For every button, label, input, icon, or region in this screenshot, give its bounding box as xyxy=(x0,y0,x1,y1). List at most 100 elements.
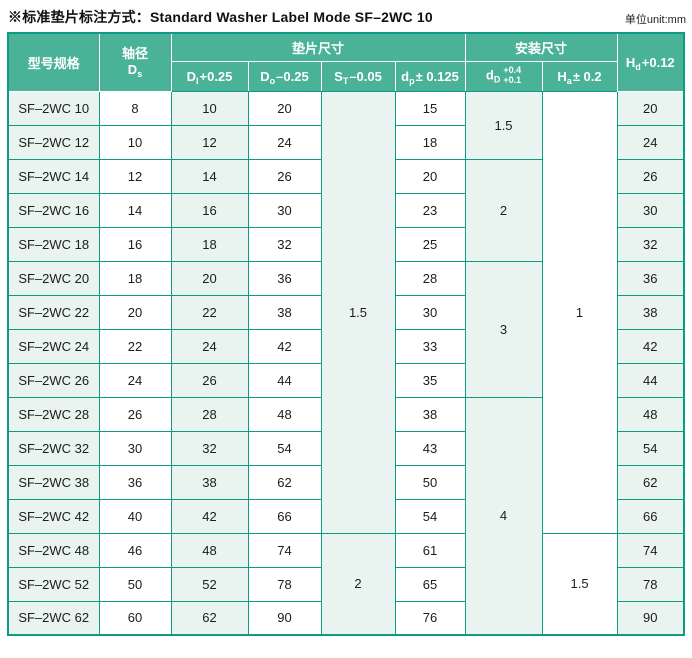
cell-di: 22 xyxy=(170,294,249,330)
header-hd: Hd+0.12 xyxy=(616,32,685,92)
cell-ds: 30 xyxy=(98,430,172,466)
cell-model: SF–2WC 12 xyxy=(7,124,100,160)
header-shaft-label: 轴径 xyxy=(121,46,148,61)
cell-di: 32 xyxy=(170,430,249,466)
header-group-install-size: 安装尺寸 xyxy=(464,32,618,62)
cell-di: 14 xyxy=(170,158,249,194)
cell-model: SF–2WC 28 xyxy=(7,396,100,432)
cell-hd: 36 xyxy=(616,260,685,296)
cell-ds: 14 xyxy=(98,192,172,228)
cell-model: SF–2WC 20 xyxy=(7,260,100,296)
cell-dp: 33 xyxy=(394,328,466,364)
header-do: Do–0.25 xyxy=(247,60,322,92)
table-row: SF–2WC 42 40 42 66 54 66 xyxy=(7,498,685,534)
header-shaft-diameter: 轴径 Ds xyxy=(98,32,172,92)
cell-model: SF–2WC 22 xyxy=(7,294,100,330)
table-row: SF–2WC 38 36 38 62 50 62 xyxy=(7,464,685,500)
cell-do: 30 xyxy=(247,192,322,228)
cell-model: SF–2WC 14 xyxy=(7,158,100,194)
cell-dp: 50 xyxy=(394,464,466,500)
cell-dp: 23 xyxy=(394,192,466,228)
header-model: 型号规格 xyxy=(7,32,100,92)
cell-model: SF–2WC 42 xyxy=(7,498,100,534)
cell-do: 48 xyxy=(247,396,322,432)
cell-model: SF–2WC 16 xyxy=(7,192,100,228)
cell-do: 36 xyxy=(247,260,322,296)
cell-di: 20 xyxy=(170,260,249,296)
title-bar: ※标准垫片标注方式：Standard Washer Label Mode SF–… xyxy=(0,0,692,32)
cell-ds: 20 xyxy=(98,294,172,330)
table-row: SF–2WC 26 24 26 44 35 44 xyxy=(7,362,685,398)
cell-hd: 44 xyxy=(616,362,685,398)
cell-do: 54 xyxy=(247,430,322,466)
cell-hd: 48 xyxy=(616,396,685,432)
cell-model: SF–2WC 48 xyxy=(7,532,100,568)
cell-do: 20 xyxy=(247,90,322,126)
cell-ds: 22 xyxy=(98,328,172,364)
table-row: SF–2WC 10 8 10 20 1.5 15 1.5 1 20 xyxy=(7,90,685,534)
cell-do: 38 xyxy=(247,294,322,330)
table-row: SF–2WC 48 46 48 74 2 61 1.5 74 xyxy=(7,532,685,636)
cell-model: SF–2WC 52 xyxy=(7,566,100,602)
unit-label: 单位unit:mm xyxy=(624,14,686,26)
cell-do: 78 xyxy=(247,566,322,602)
cell-do: 44 xyxy=(247,362,322,398)
cell-di: 24 xyxy=(170,328,249,364)
cell-ds: 26 xyxy=(98,396,172,432)
cell-dp: 15 xyxy=(394,90,466,126)
cell-dd-merged: 2 xyxy=(464,158,543,262)
table-row: SF–2WC 18 16 18 32 25 32 xyxy=(7,226,685,262)
table-header: 型号规格 轴径 Ds 垫片尺寸 安装尺寸 Hd+0.12 DI+0.25 Do–… xyxy=(7,32,685,92)
cell-dp: 76 xyxy=(394,600,466,636)
header-ha: Ha± 0.2 xyxy=(541,60,618,92)
cell-do: 66 xyxy=(247,498,322,534)
header-di: DI+0.25 xyxy=(170,60,249,92)
table-row: SF–2WC 24 22 24 42 33 42 xyxy=(7,328,685,364)
header-dd: dD +0.4 +0.1 xyxy=(464,60,543,92)
cell-dp: 18 xyxy=(394,124,466,160)
cell-di: 38 xyxy=(170,464,249,500)
cell-model: SF–2WC 10 xyxy=(7,90,100,126)
cell-model: SF–2WC 62 xyxy=(7,600,100,636)
table-row: SF–2WC 12 10 12 24 18 24 xyxy=(7,124,685,160)
cell-dp: 35 xyxy=(394,362,466,398)
cell-di: 18 xyxy=(170,226,249,262)
cell-hd: 24 xyxy=(616,124,685,160)
cell-dp: 43 xyxy=(394,430,466,466)
cell-ds: 60 xyxy=(98,600,172,636)
table-row: SF–2WC 62 60 62 90 76 90 xyxy=(7,600,685,636)
cell-dp: 25 xyxy=(394,226,466,262)
table-row: SF–2WC 22 20 22 38 30 38 xyxy=(7,294,685,330)
cell-di: 62 xyxy=(170,600,249,636)
table-body: SF–2WC 10 8 10 20 1.5 15 1.5 1 20 SF–2WC… xyxy=(7,90,685,636)
cell-hd: 78 xyxy=(616,566,685,602)
cell-dp: 65 xyxy=(394,566,466,602)
cell-ds: 16 xyxy=(98,226,172,262)
cell-dp: 54 xyxy=(394,498,466,534)
cell-dd-merged: 4 xyxy=(464,396,543,636)
header-group-washer-size: 垫片尺寸 xyxy=(170,32,466,62)
cell-dp: 38 xyxy=(394,396,466,432)
cell-di: 10 xyxy=(170,90,249,126)
cell-st-merged: 2 xyxy=(320,532,396,636)
cell-dp: 20 xyxy=(394,158,466,194)
cell-hd: 74 xyxy=(616,532,685,568)
cell-model: SF–2WC 18 xyxy=(7,226,100,262)
cell-hd: 42 xyxy=(616,328,685,364)
cell-hd: 30 xyxy=(616,192,685,228)
cell-ds: 40 xyxy=(98,498,172,534)
cell-model: SF–2WC 38 xyxy=(7,464,100,500)
page-title: ※标准垫片标注方式：Standard Washer Label Mode SF–… xyxy=(8,9,433,25)
cell-do: 24 xyxy=(247,124,322,160)
cell-hd: 38 xyxy=(616,294,685,330)
cell-di: 16 xyxy=(170,192,249,228)
cell-dd-merged: 3 xyxy=(464,260,543,398)
cell-hd: 54 xyxy=(616,430,685,466)
table-row: SF–2WC 14 12 14 26 20 2 26 xyxy=(7,158,685,262)
cell-do: 32 xyxy=(247,226,322,262)
cell-hd: 66 xyxy=(616,498,685,534)
cell-hd: 32 xyxy=(616,226,685,262)
cell-hd: 20 xyxy=(616,90,685,126)
cell-ha-merged: 1.5 xyxy=(541,532,618,636)
cell-do: 62 xyxy=(247,464,322,500)
